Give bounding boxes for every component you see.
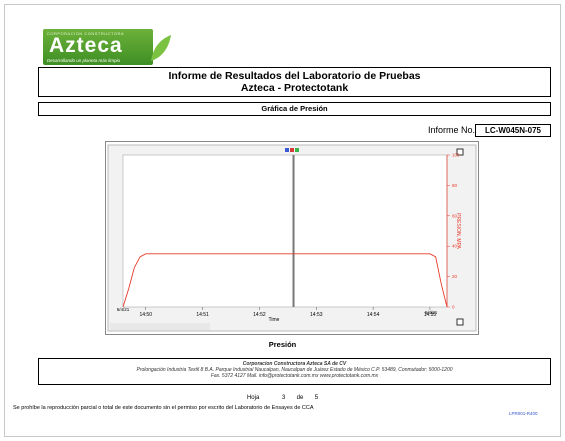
footer-address: Prolongación Industria Textil 8 B.A. Par… [136, 367, 453, 373]
page-total: 5 [314, 395, 319, 401]
toolbar-icon [285, 148, 289, 152]
x-start-date: 6/4/21 [117, 307, 130, 312]
y-tick-label: 80 [452, 183, 458, 188]
x-end-date: 6/4/21 [425, 310, 438, 315]
toolbar-icon [295, 148, 299, 152]
report-label: Informe No. [428, 125, 476, 135]
section-box: Gráfica de Presión [38, 102, 551, 116]
y-tick-label: 0 [452, 305, 455, 310]
panel-button[interactable] [456, 318, 464, 326]
footer-company: Corporacion Constructora Azteca SA de CV [242, 361, 347, 367]
cursor [292, 155, 295, 307]
report-number: LC-W045N-075 [475, 124, 551, 137]
y-axis-label: PRESION, MPA [455, 213, 461, 249]
title-box: Informe de Resultados del Laboratorio de… [38, 67, 551, 97]
chart-caption: Presión [268, 340, 297, 349]
x-tick-label: 14:53 [310, 312, 323, 318]
plot-area [122, 154, 448, 308]
toolbar [110, 323, 210, 330]
footer-contact: Fax. 5372 4127 Mail. info@protectotank.c… [210, 373, 379, 379]
title: Informe de Resultados del Laboratorio de… [168, 70, 421, 82]
page-label: Hoja [246, 395, 260, 401]
form-code: LPR001-R400 [509, 411, 538, 416]
page-of: de [296, 395, 304, 401]
y-tick-label: 100 [452, 153, 460, 158]
x-axis-label: Time [269, 317, 280, 323]
x-tick-label: 14:50 [139, 312, 152, 318]
page-current: 3 [281, 395, 286, 401]
footer-box: Corporacion Constructora Azteca SA de CV… [38, 358, 551, 385]
chart: Time 6/4/21 6/4/21 PRESION, MPA Line 1 6… [105, 141, 479, 335]
logo: CORPORACION CONSTRUCTORA Azteca Desarrol… [43, 29, 153, 65]
line-series [122, 253, 448, 308]
y-tick-label: 40 [452, 244, 458, 249]
logo-leaf [151, 35, 171, 61]
page: CORPORACION CONSTRUCTORA Azteca Desarrol… [4, 4, 561, 437]
logo-name: Azteca [49, 34, 123, 57]
notice: Se prohíbe la reproducción parcial o tot… [13, 405, 314, 411]
x-tick-label: 14:52 [253, 312, 266, 318]
y-tick-label: 20 [452, 274, 458, 279]
x-tick-label: 14:55 [424, 312, 437, 318]
y-tick-label: 60 [452, 213, 458, 218]
logo-top: CORPORACION CONSTRUCTORA [47, 31, 125, 36]
logo-slogan: Desarrollando un planeta más limpio [47, 58, 121, 63]
x-tick-label: 14:54 [367, 312, 380, 318]
panel-button[interactable] [456, 148, 464, 156]
subtitle: Azteca - Protectotank [240, 82, 349, 94]
toolbar-icon [290, 148, 294, 152]
x-tick-label: 14:51 [196, 312, 209, 318]
page-count: Hoja 3 de 5 [5, 395, 560, 401]
